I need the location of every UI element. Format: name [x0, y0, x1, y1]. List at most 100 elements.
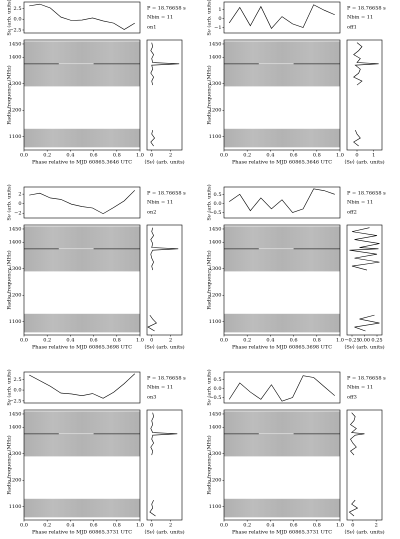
y-tick-label: 1400	[9, 240, 22, 246]
x-axis-label: Phase relative to MJD 60865.3698 UTC	[232, 345, 332, 351]
y-tick-label: −2	[14, 211, 21, 217]
y-tick-label: 1200	[209, 108, 222, 114]
y-tick-label: 1400	[9, 55, 22, 61]
axes-frame	[223, 186, 341, 219]
period-text: P = 18.76658 s	[347, 376, 386, 382]
y-tick-label: 2	[18, 192, 21, 198]
y-tick-label: 1100	[209, 134, 222, 140]
y-tick-label: −2.5	[9, 27, 21, 33]
panel-label: off3	[347, 395, 357, 401]
x-tick-label: 0.2	[43, 338, 51, 344]
x-tick-label: 0.2	[43, 523, 51, 529]
panel-label: off1	[347, 25, 357, 31]
x-axis-label: ⟨Sν⟩ (arb. units)	[144, 344, 184, 351]
x-axis-label: Phase relative to MJD 60865.3731 UTC	[32, 530, 132, 536]
x-tick-label: 1	[372, 153, 375, 159]
profile-line	[29, 190, 135, 215]
profile-line	[228, 375, 335, 402]
x-tick-label: 0.0	[20, 338, 28, 344]
x-tick-label: 0.4	[266, 523, 274, 529]
axes-frame	[223, 409, 341, 521]
y-tick-label: 0.0	[14, 17, 22, 23]
y-tick-label: 1100	[9, 504, 22, 510]
x-tick-label: 2	[375, 523, 378, 529]
x-tick-label: 0.4	[66, 338, 74, 344]
y-tick-label: 1300	[209, 81, 222, 87]
x-tick-label: 1.0	[336, 153, 344, 159]
x-tick-label: 0.8	[113, 153, 121, 159]
panel-label: on3	[147, 395, 156, 401]
period-text: P = 18.76658 s	[147, 191, 186, 197]
x-tick-label: −0.25	[344, 338, 359, 344]
y-axis-label: Sν (arb. units)	[6, 0, 13, 36]
x-tick-label: 0.0	[20, 153, 28, 159]
x-tick-label: 1.0	[336, 338, 344, 344]
spectrum-line	[349, 227, 380, 332]
y-axis-label: Radio frequency (MHz)	[206, 250, 213, 309]
axes-frame	[223, 224, 341, 336]
y-axis-label: Sν (arb. units)	[206, 184, 213, 220]
x-tick-label: 0.8	[113, 338, 121, 344]
profile-line	[29, 3, 135, 30]
y-tick-label: 2.5	[14, 377, 22, 383]
x-tick-label: 0.0	[220, 523, 228, 529]
y-axis-label: Sν (arb. units)	[6, 369, 13, 405]
x-tick-label: 0	[150, 153, 153, 159]
waterfall-band	[224, 498, 340, 518]
nbin-text: Nbin = 11	[147, 200, 173, 206]
nbin-text: Nbin = 11	[347, 200, 373, 206]
y-tick-label: 1100	[209, 319, 222, 325]
y-tick-label: 1450	[9, 411, 22, 417]
y-axis-label: Radio frequency (MHz)	[206, 435, 213, 494]
y-tick-label: 1100	[209, 504, 222, 510]
y-tick-label: 1200	[209, 293, 222, 299]
waterfall-band	[224, 313, 340, 333]
y-tick-label: 0	[18, 201, 21, 207]
y-tick-label: 1300	[209, 266, 222, 272]
x-tick-label: 0	[150, 523, 153, 529]
y-tick-label: 1450	[9, 226, 22, 232]
y-tick-label: 1200	[9, 108, 22, 114]
profile-line	[29, 373, 135, 399]
y-tick-label: 1450	[209, 41, 222, 47]
y-tick-label: 0.0	[14, 388, 22, 394]
spectrum-line	[348, 412, 365, 517]
waterfall-band	[224, 128, 340, 148]
axes-frame	[346, 409, 383, 521]
spectrum-line	[147, 227, 179, 332]
x-axis-label: Phase relative to MJD 60865.3731 UTC	[232, 530, 332, 536]
axes-frame	[346, 39, 383, 151]
x-axis-label: ⟨Sν⟩ (arb. units)	[344, 529, 384, 536]
y-tick-label: 1200	[9, 478, 22, 484]
nbin-text: Nbin = 11	[347, 385, 373, 391]
panel-label: off2	[347, 210, 357, 216]
y-axis-label: Sν (arb. units)	[6, 184, 13, 220]
axes-frame	[23, 186, 141, 219]
axes-frame	[23, 39, 141, 151]
x-tick-label: 0.6	[290, 338, 298, 344]
period-text: P = 18.76658 s	[347, 191, 386, 197]
y-tick-label: 1300	[209, 451, 222, 457]
x-tick-label: 2	[169, 153, 172, 159]
x-tick-label: 0	[351, 523, 354, 529]
panel-label: on2	[147, 210, 156, 216]
y-tick-label: 1	[218, 7, 221, 13]
x-tick-label: 2	[169, 523, 172, 529]
period-text: P = 18.76658 s	[147, 6, 186, 12]
y-tick-label: 1400	[9, 425, 22, 431]
x-tick-label: 0.6	[90, 153, 98, 159]
y-tick-label: 2.5	[14, 6, 22, 12]
x-tick-label: 0.6	[90, 523, 98, 529]
x-tick-label: 0.2	[243, 523, 251, 529]
x-tick-label: 0.8	[113, 523, 121, 529]
x-tick-label: 0.00	[359, 338, 370, 344]
x-tick-label: 1.0	[336, 523, 344, 529]
x-axis-label: Phase relative to MJD 60865.3646 UTC	[232, 160, 332, 166]
axes-frame	[223, 371, 341, 404]
axes-frame	[223, 39, 341, 151]
axes-frame	[23, 224, 141, 336]
x-axis-label: ⟨Sν⟩ (arb. units)	[344, 344, 384, 351]
x-tick-label: 0	[355, 153, 358, 159]
y-tick-label: −0.5	[209, 395, 221, 401]
